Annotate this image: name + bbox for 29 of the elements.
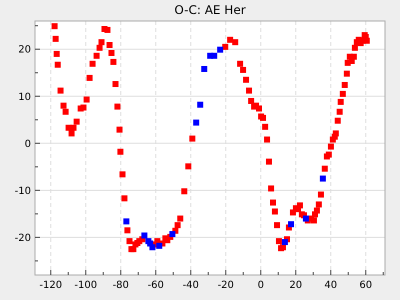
point [211,52,218,59]
x-tick-label: -20 [218,280,234,291]
point [201,66,208,72]
y-tick-label: 20 [18,44,31,56]
x-tick-label: 0 [258,280,264,291]
x-tick-label: -40 [182,280,199,291]
point [282,239,288,246]
point [123,218,130,224]
point [193,120,200,126]
x-tick-label: -120 [39,280,62,291]
y-tick-label: 10 [18,92,31,103]
y-tick-label: 0 [24,138,31,150]
point [217,46,224,53]
point [149,244,156,250]
x-tick-label: 40 [324,280,338,291]
x-tick-label: -60 [148,280,164,291]
point [320,176,326,182]
point [156,242,162,249]
y-tick-label: -10 [14,186,31,197]
point [169,231,176,238]
point [141,232,148,238]
y-tick-label: -20 [14,232,31,244]
point [288,221,294,228]
chart-title: O-C: AE Her [174,3,246,17]
x-tick-label: 60 [359,280,372,291]
x-tick-label: 20 [289,280,302,291]
x-tick-label: -80 [112,280,129,291]
x-tick-label: -100 [74,280,98,291]
point [197,102,204,108]
